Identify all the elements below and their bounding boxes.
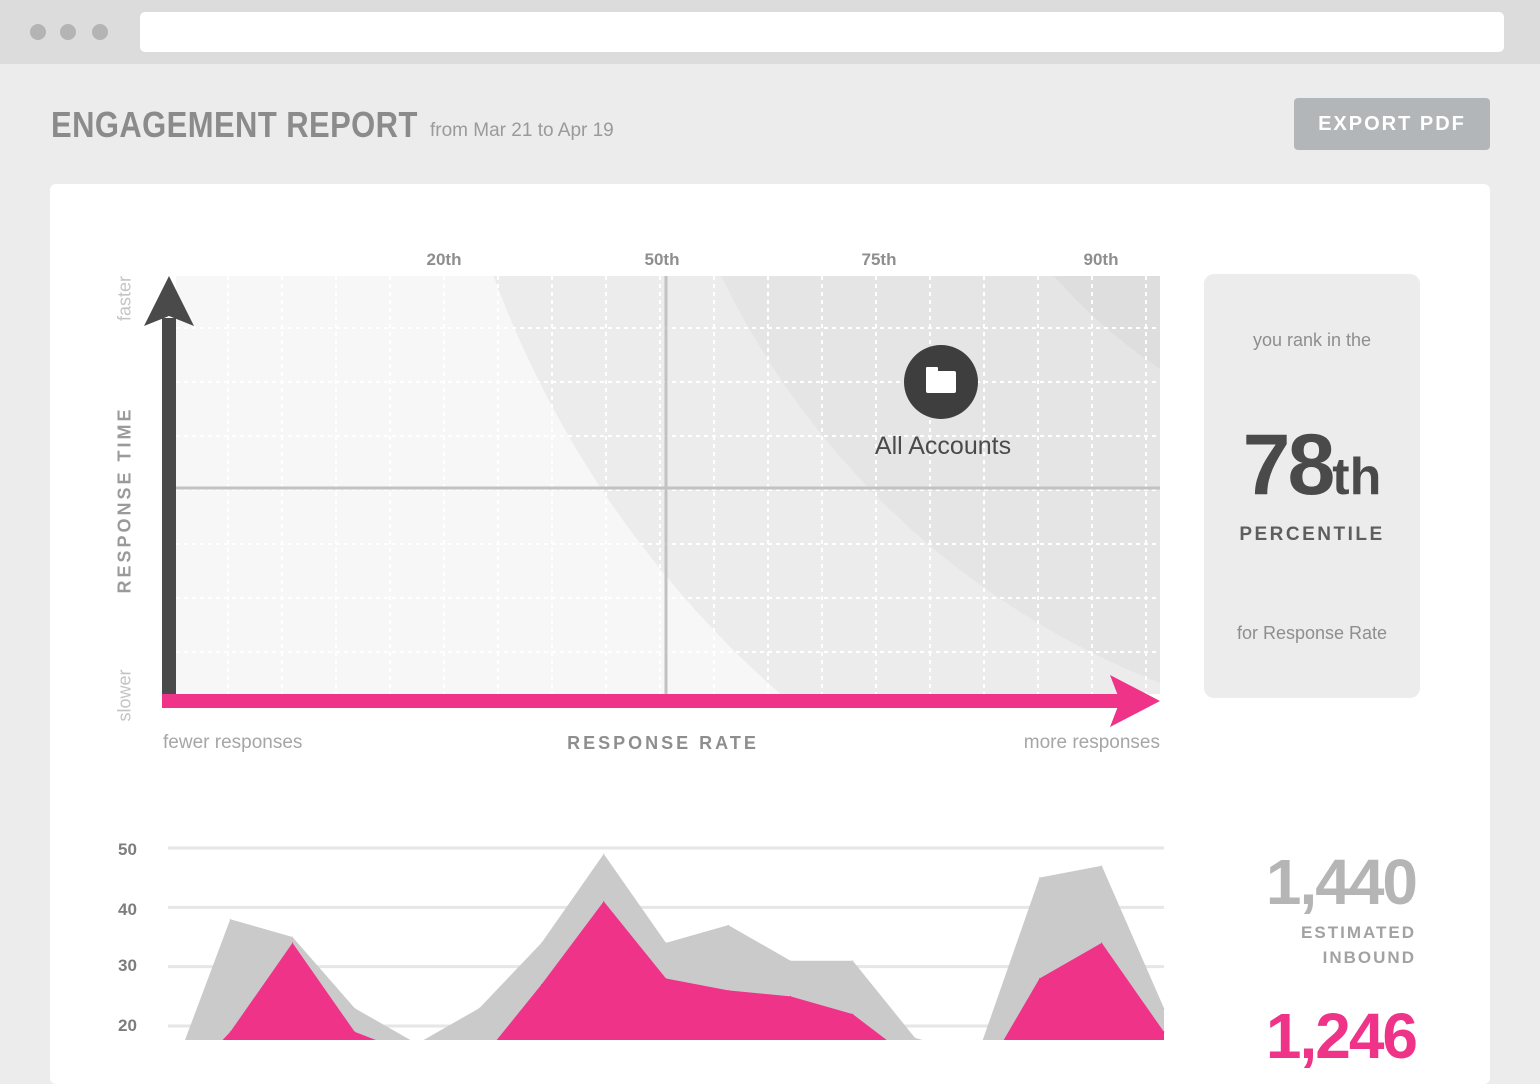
area-point-1-7	[603, 900, 605, 902]
area-series-0	[184, 853, 1164, 1040]
estimated-inbound-value: 1,440	[1265, 846, 1418, 918]
area-point-0-3	[354, 1007, 356, 1009]
area-point-0-6	[541, 942, 542, 944]
marker-label: All Accounts	[875, 432, 1011, 460]
estimated-inbound-stat: 1,440 ESTIMATED INBOUND	[1265, 846, 1418, 970]
area-point-1-2	[292, 942, 293, 944]
x-axis-arrowhead	[1110, 675, 1160, 727]
area-point-0-10	[790, 960, 791, 962]
x-axis-title: RESPONSE RATE	[567, 733, 759, 753]
area-point-0-16	[1163, 1007, 1165, 1009]
window-minimize-dot[interactable]	[60, 24, 76, 40]
area-point-1-16	[1163, 1031, 1165, 1033]
page-title: ENGAGEMENT REPORT	[51, 104, 418, 145]
estimated-inbound-label-2: INBOUND	[1322, 948, 1416, 967]
date-range: from Mar 21 to Apr 19	[430, 120, 614, 141]
percentile-mark-75: 75th	[861, 250, 897, 269]
area-point-1-15	[1101, 942, 1103, 944]
area-point-0-1	[229, 918, 231, 920]
area-point-1-3	[354, 1031, 356, 1033]
percentile-mark-90: 90th	[1083, 250, 1119, 269]
area-point-1-14	[1039, 978, 1040, 980]
area-point-1-9	[727, 989, 729, 991]
estimated-inbound-label-1: ESTIMATED	[1301, 923, 1416, 942]
export-pdf-button[interactable]: EXPORT PDF	[1294, 98, 1490, 150]
area-point-0-7	[603, 853, 605, 855]
browser-chrome	[0, 0, 1540, 64]
grid-lines	[176, 276, 1160, 694]
percentile-zone-90	[1054, 276, 1160, 369]
x-axis-left-label: fewer responses	[163, 732, 303, 753]
y-tick-20: 20	[118, 1016, 137, 1035]
area-point-0-5	[478, 1007, 480, 1009]
area-point-1-11	[852, 1013, 854, 1015]
area-point-0-8	[665, 942, 667, 944]
rank-word: PERCENTILE	[1239, 524, 1385, 545]
area-point-1-6	[541, 983, 542, 985]
y-tick-40: 40	[118, 900, 137, 919]
percentile-mark-50: 50th	[644, 250, 680, 269]
area-point-0-9	[727, 924, 729, 926]
area-point-0-14	[1039, 877, 1040, 879]
quadrant-chart: All Accounts	[144, 276, 1160, 727]
folder-icon	[926, 367, 956, 393]
rank-number: 78	[1242, 417, 1336, 513]
area-series-1	[222, 901, 1164, 1040]
area-point-0-2	[292, 936, 293, 938]
second-stat-value: 1,246	[1265, 1000, 1418, 1072]
percentile-zone-75	[721, 276, 1160, 684]
address-bar[interactable]	[140, 12, 1504, 52]
y-axis-arrow	[162, 318, 176, 702]
rank-suffix: th	[1332, 448, 1382, 506]
area-chart	[168, 846, 1165, 1040]
rank-metric: for Response Rate	[1236, 623, 1388, 643]
y-tick-30: 30	[118, 956, 137, 975]
y-tick-50: 50	[118, 840, 137, 859]
area-point-0-11	[852, 960, 854, 962]
x-axis-arrow	[162, 694, 1122, 708]
area-point-1-10	[790, 995, 791, 997]
area-point-1-1	[229, 1031, 231, 1033]
rank-intro: you rank in the	[1252, 330, 1372, 350]
area-point-1-8	[665, 978, 667, 980]
rank-card: you rank in the 78th PERCENTILE for Resp…	[1204, 274, 1420, 698]
second-stat: 1,246	[1265, 1000, 1418, 1072]
area-point-0-15	[1101, 865, 1103, 867]
x-axis-right-label: more responses	[1023, 732, 1160, 753]
y-axis-arrowhead	[144, 276, 194, 326]
window-maximize-dot[interactable]	[92, 24, 108, 40]
window-close-dot[interactable]	[30, 24, 46, 40]
rank-value: 78th	[1204, 422, 1420, 508]
area-point-0-12	[914, 1037, 916, 1039]
percentile-mark-20: 20th	[426, 250, 462, 269]
